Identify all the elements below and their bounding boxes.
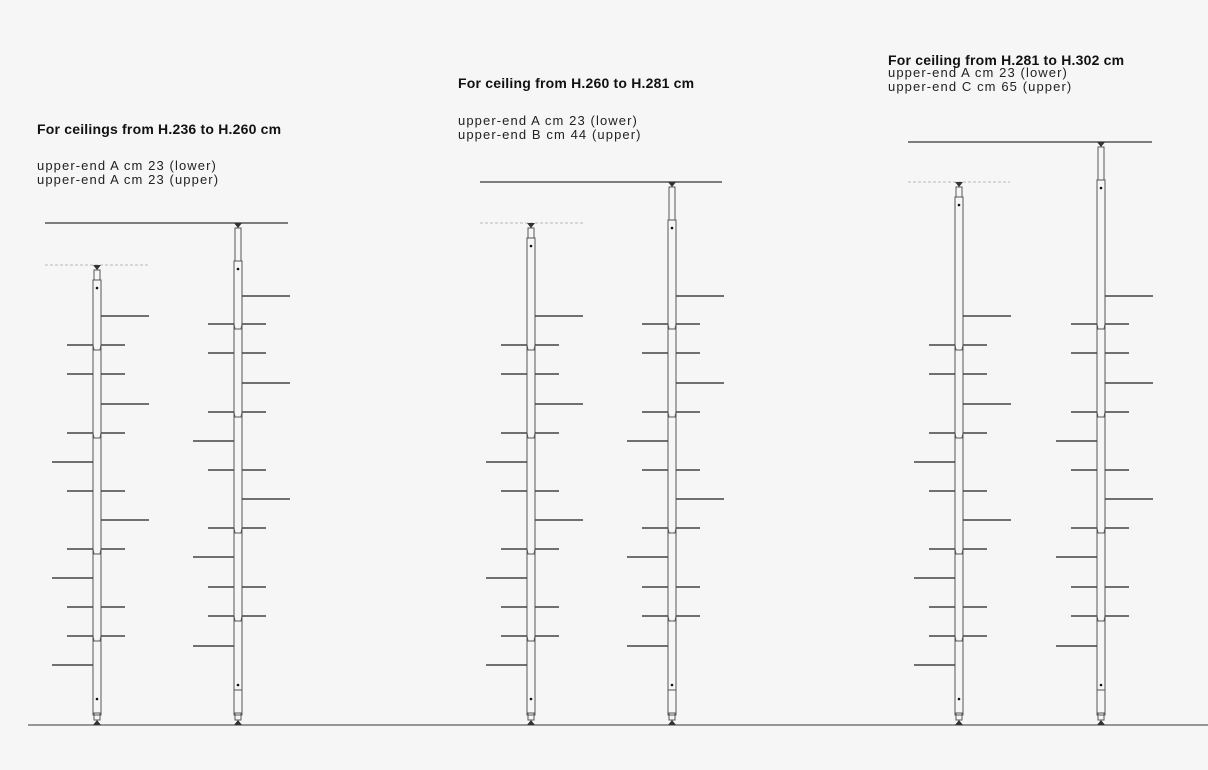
top-cap-icon [93, 265, 101, 270]
joint-connector [667, 615, 677, 622]
joint-connector [954, 635, 964, 642]
config-1-heading: For ceilings from H.236 to H.260 cm [37, 121, 282, 137]
pin-dot [957, 697, 961, 701]
bottom-adjuster [955, 712, 963, 721]
joint-connector [233, 527, 243, 534]
joint-connector [92, 432, 102, 439]
upper-end-tube [1097, 146, 1105, 181]
joint-connector [1096, 411, 1106, 418]
joint-connector [1096, 615, 1106, 622]
pin-dot [95, 286, 99, 290]
pole-tube [954, 196, 964, 716]
upper-end-tube [234, 227, 242, 262]
joint-connector [233, 323, 243, 330]
foot-icon [1097, 720, 1105, 725]
pole-tube [92, 279, 102, 716]
bottom-adjuster [234, 712, 242, 721]
pin-dot [529, 697, 533, 701]
pin-dot [236, 267, 240, 271]
foot-icon [955, 720, 963, 725]
joint-connector [954, 548, 964, 555]
joint-connector [954, 344, 964, 351]
joint-connector [92, 548, 102, 555]
pin-dot [1099, 683, 1103, 687]
config-2-spec: upper-end A cm 23 (lower) upper-end B cm… [458, 114, 642, 142]
foot-icon [527, 720, 535, 725]
config-2-heading: For ceiling from H.260 to H.281 cm [458, 75, 695, 91]
joint-connector [233, 411, 243, 418]
joint-connector [92, 344, 102, 351]
config-3-upper: upper-end C cm 65 (upper) [888, 79, 1073, 94]
bottom-adjuster [668, 712, 676, 721]
top-cap-icon [668, 182, 676, 187]
config-1-lower: upper-end A cm 23 (lower) [37, 158, 217, 173]
joint-connector [526, 635, 536, 642]
top-cap-icon [527, 223, 535, 228]
top-cap-icon [234, 223, 242, 228]
pole-tube [233, 260, 243, 716]
pin-dot [236, 683, 240, 687]
bottom-adjuster [527, 712, 535, 721]
joint-connector [233, 615, 243, 622]
joint-connector [92, 635, 102, 642]
bottom-adjuster [93, 712, 101, 721]
pole-tube [1096, 179, 1106, 716]
bottom-adjuster [1097, 712, 1105, 721]
pin-dot [1099, 186, 1103, 190]
top-cap-icon [955, 182, 963, 187]
joint-connector [667, 323, 677, 330]
config-2-lower: upper-end A cm 23 (lower) [458, 113, 638, 128]
upper-end-tube [668, 186, 676, 221]
top-cap-icon [1097, 142, 1105, 147]
joint-connector [526, 344, 536, 351]
config-3-lower: upper-end A cm 23 (lower) [888, 65, 1068, 80]
joint-connector [1096, 527, 1106, 534]
pole-tube [667, 219, 677, 716]
pin-dot [670, 226, 674, 230]
pin-dot [95, 697, 99, 701]
pin-dot [529, 244, 533, 248]
config-2-upper: upper-end B cm 44 (upper) [458, 127, 642, 142]
config-3-heading: For ceiling from H.281 to H.302 cm [888, 52, 1125, 68]
joint-connector [526, 548, 536, 555]
config-1-spec: upper-end A cm 23 (lower) upper-end A cm… [37, 159, 219, 187]
pin-dot [670, 683, 674, 687]
joint-connector [667, 527, 677, 534]
foot-icon [234, 720, 242, 725]
joint-connector [954, 432, 964, 439]
joint-connector [667, 411, 677, 418]
foot-icon [668, 720, 676, 725]
pin-dot [957, 203, 961, 207]
config-3-spec: upper-end A cm 23 (lower) upper-end C cm… [888, 66, 1072, 94]
foot-icon [93, 720, 101, 725]
joint-connector [1096, 323, 1106, 330]
joint-connector [526, 432, 536, 439]
config-1-upper: upper-end A cm 23 (upper) [37, 172, 220, 187]
pole-tube [526, 237, 536, 716]
